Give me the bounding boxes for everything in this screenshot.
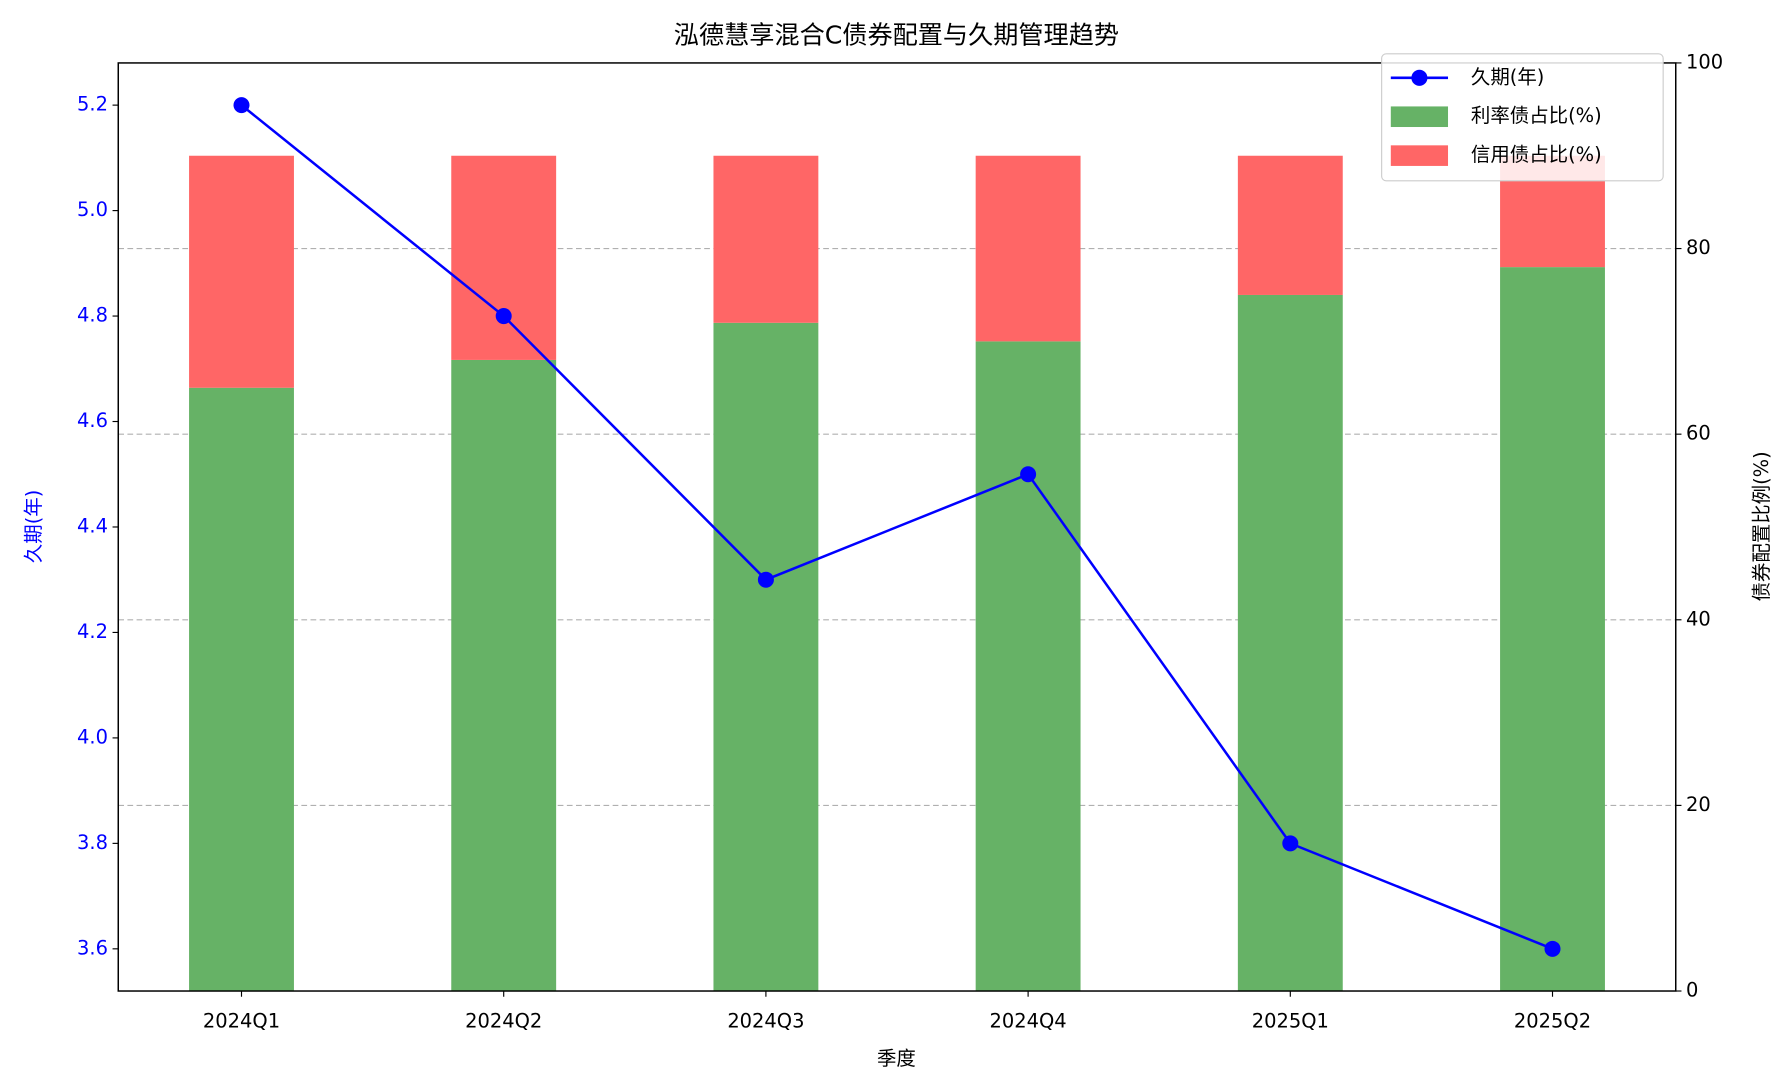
legend-swatch bbox=[1390, 106, 1449, 128]
bar bbox=[1237, 294, 1343, 992]
legend-label: 利率债占比(%) bbox=[1471, 104, 1602, 127]
bar bbox=[189, 155, 294, 388]
bar bbox=[975, 155, 1081, 342]
y-tick-label: 5.2 bbox=[77, 93, 108, 116]
legend-box bbox=[1381, 53, 1664, 182]
x-tick-label: 2025Q2 bbox=[1514, 1009, 1591, 1032]
y-tick-label: 4.6 bbox=[77, 409, 108, 432]
legend-swatch bbox=[1390, 145, 1449, 166]
point bbox=[1020, 466, 1037, 483]
y-tick-label: 3.6 bbox=[77, 936, 108, 959]
y2-axis-label: 债券配置比例(%) bbox=[1750, 451, 1773, 601]
y-tick-label: 4.4 bbox=[77, 514, 108, 537]
x-tick-label: 2024Q1 bbox=[203, 1009, 280, 1032]
legend-marker bbox=[1411, 69, 1428, 86]
bar bbox=[451, 359, 557, 992]
y-tick-label: 5.0 bbox=[77, 198, 108, 221]
point bbox=[1282, 835, 1299, 852]
point bbox=[1544, 940, 1561, 957]
y2-tick-label: 100 bbox=[1686, 50, 1723, 73]
y-tick-label: 3.8 bbox=[77, 831, 108, 854]
bar bbox=[451, 155, 557, 360]
point bbox=[233, 97, 250, 114]
y2-tick-label: 80 bbox=[1686, 236, 1711, 259]
y-tick-label: 4.0 bbox=[77, 725, 108, 748]
legend-label: 久期(年) bbox=[1471, 65, 1544, 88]
x-tick-label: 2024Q2 bbox=[465, 1009, 542, 1032]
x-tick-label: 2024Q4 bbox=[990, 1009, 1067, 1032]
x-tick-label: 2025Q1 bbox=[1252, 1009, 1329, 1032]
bar bbox=[713, 322, 819, 992]
y2-tick-label: 0 bbox=[1686, 979, 1698, 1002]
x-tick-label: 2024Q3 bbox=[727, 1009, 804, 1032]
point bbox=[495, 308, 512, 325]
bar bbox=[975, 341, 1081, 992]
legend-label: 信用债占比(%) bbox=[1471, 143, 1602, 166]
bar bbox=[713, 155, 819, 323]
y2-tick-label: 40 bbox=[1686, 607, 1711, 630]
y-tick-label: 4.8 bbox=[77, 304, 108, 327]
line bbox=[240, 104, 1553, 951]
y2-tick-label: 60 bbox=[1686, 422, 1711, 445]
chart-title: 泓德慧享混合C债券配置与久期管理趋势 bbox=[674, 21, 1119, 50]
bar bbox=[1237, 155, 1343, 295]
y2-tick-label: 20 bbox=[1686, 793, 1711, 816]
point bbox=[757, 571, 774, 588]
y-tick-label: 4.2 bbox=[77, 620, 108, 643]
bar bbox=[1500, 267, 1605, 992]
x-axis-label: 季度 bbox=[877, 1047, 916, 1070]
bar bbox=[189, 387, 294, 992]
y-axis-label: 久期(年) bbox=[22, 490, 45, 563]
